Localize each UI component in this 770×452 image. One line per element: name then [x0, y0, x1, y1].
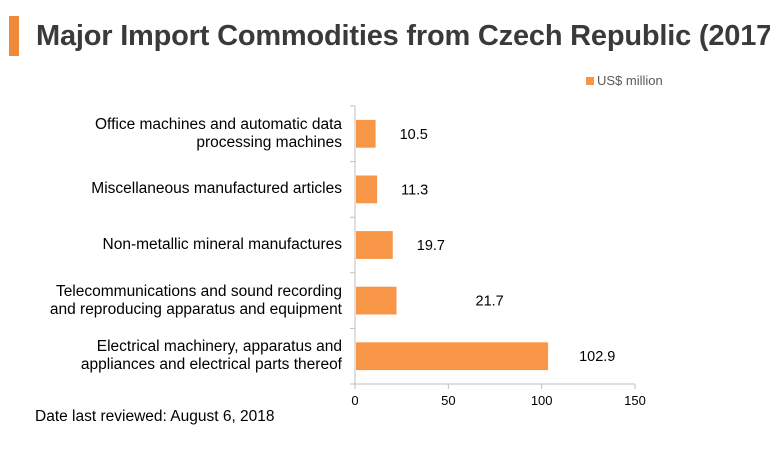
category-label: Office machines and automatic data proces…: [12, 116, 342, 152]
date-last-reviewed: Date last reviewed: August 6, 2018: [35, 408, 275, 425]
category-label-line: appliances and electrical parts thereof: [80, 356, 342, 374]
category-label-line: Electrical machinery, apparatus and: [96, 338, 342, 356]
data-label: 10.5: [400, 127, 428, 143]
bar: [356, 231, 393, 259]
data-label: 21.7: [476, 294, 504, 310]
legend-swatch: [586, 76, 594, 85]
bar: [356, 286, 397, 315]
bar: [356, 342, 549, 371]
data-label: 11.3: [401, 182, 428, 198]
category-label-line: and reproducing apparatus and equipment: [49, 300, 342, 318]
category-label: Non-metallic mineral manufactures: [12, 236, 342, 254]
category-label-line: Office machines and automatic data: [95, 115, 342, 133]
category-label-line: Non-metallic mineral manufactures: [102, 236, 342, 253]
x-tick-label: 150: [624, 393, 646, 408]
category-label-line: Miscellaneous manufactured articles: [91, 180, 342, 198]
x-tick-label: 0: [351, 393, 358, 408]
bar: [356, 175, 378, 204]
category-label-line: Telecommunications and sound recording: [55, 282, 342, 300]
legend-label: US$ million: [597, 73, 663, 88]
x-tick-label: 50: [441, 393, 455, 408]
data-label: 102.9: [579, 349, 615, 365]
chart-title: Major Import Commodities from Czech Repu…: [36, 20, 770, 52]
category-label: Electrical machinery, apparatus and appli…: [12, 338, 342, 374]
legend: US$ million: [586, 73, 663, 88]
category-label: Telecommunications and sound recording an…: [12, 283, 342, 319]
title-accent-bar: [9, 16, 19, 56]
x-tick-label: 100: [531, 393, 553, 408]
data-label: 19.7: [417, 238, 445, 254]
category-label-line: processing machines: [196, 133, 342, 151]
category-label: Miscellaneous manufactured articles: [12, 180, 342, 198]
bar: [356, 119, 376, 148]
